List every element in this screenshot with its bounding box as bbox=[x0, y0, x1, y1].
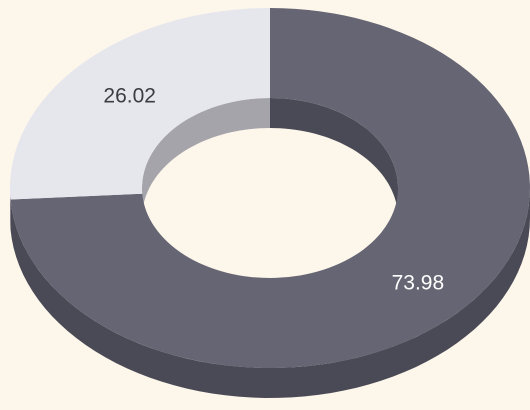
slice-2-outer-wall bbox=[10, 188, 11, 230]
slice-1-outer-wall bbox=[10, 188, 530, 398]
data-label-slice-2: 26.02 bbox=[103, 84, 156, 107]
slice-1-inner-wall bbox=[270, 98, 398, 218]
slice-2-inner-wall bbox=[142, 98, 270, 218]
slice-2-top bbox=[9, 7, 271, 200]
slice-1-top bbox=[10, 8, 530, 368]
data-label-slice-1: 73.98 bbox=[392, 272, 445, 295]
